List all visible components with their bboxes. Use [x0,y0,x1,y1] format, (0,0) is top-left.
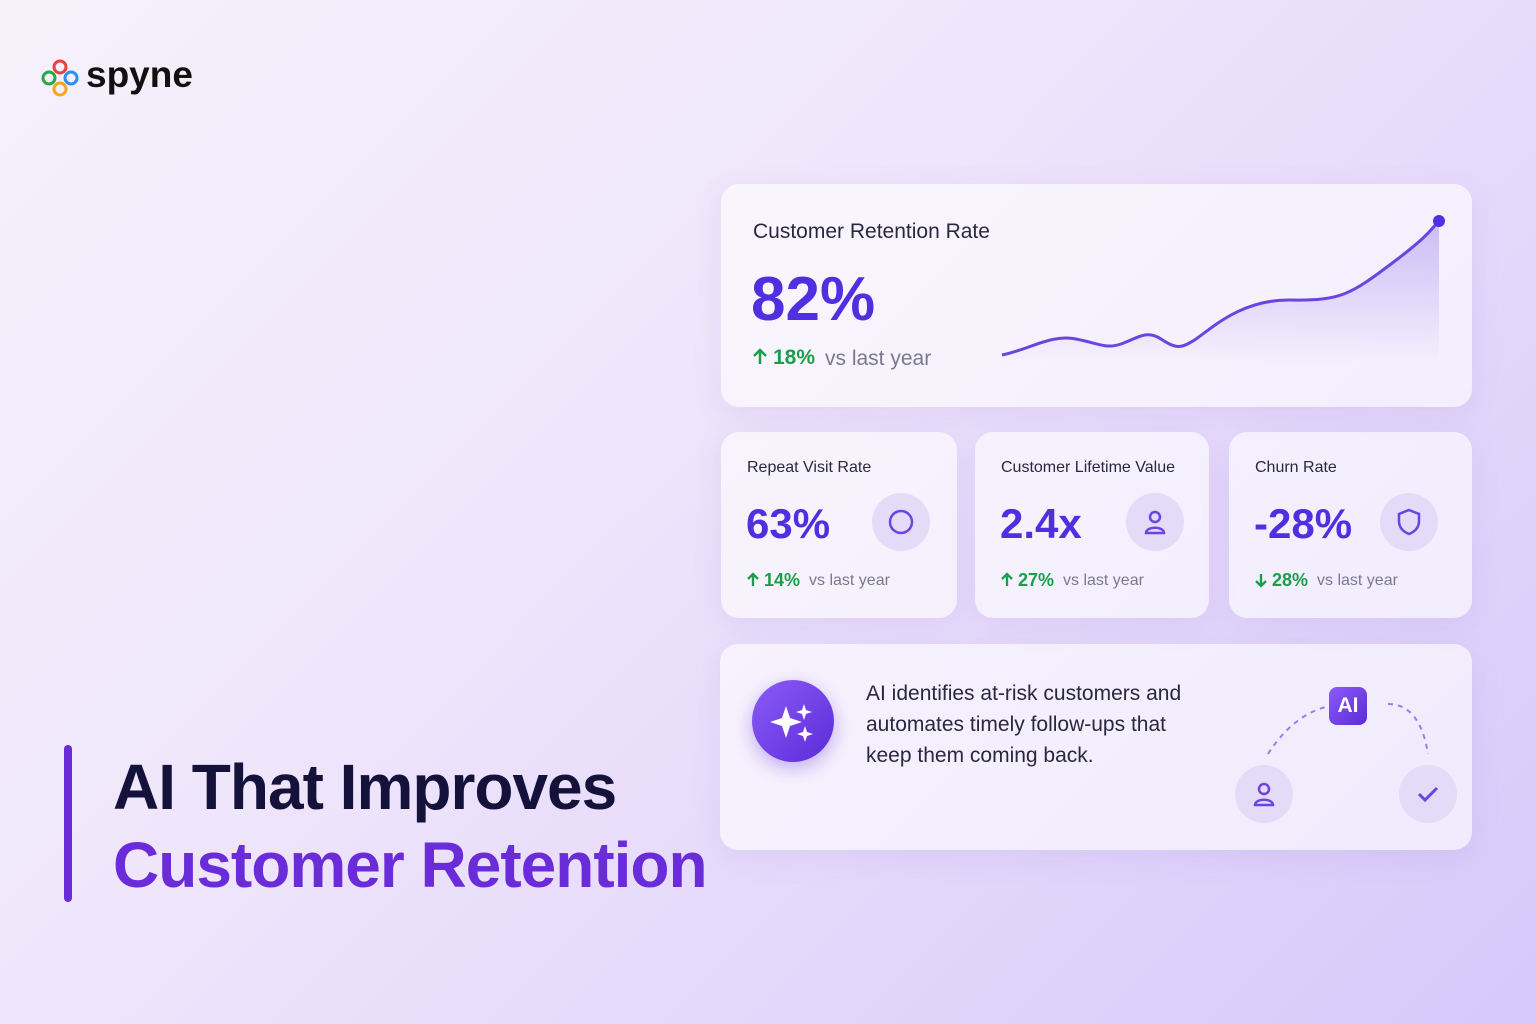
metric-icon [1380,493,1438,551]
metric-card: Repeat Visit Rate 63% 14% vs last year [721,432,957,618]
card-value: 82% [751,265,876,334]
ai-text: automates timely follow-ups that [866,713,1166,736]
arc [1267,703,1429,755]
sparkline-line [1001,219,1441,357]
sparkline-dot [1433,215,1445,227]
logo-icon [41,59,79,97]
metric-title: Churn Rate [1255,459,1337,476]
headline: AI That Improves [113,751,617,823]
metric-title: Customer Lifetime Value [1001,459,1175,476]
metric-icon [1126,493,1184,551]
comparison: vs last year [809,572,890,589]
metric-icon [872,493,930,551]
comparison: vs last year [825,347,932,370]
ai-badge: AI [1329,687,1367,725]
metric-card: Customer Lifetime Value 2.4x 27% vs last ye… [975,432,1209,618]
ai-card: AI identifies at-risk customers and autom… [720,644,1472,850]
metric-value: 2.4x [1000,500,1082,547]
headline: Customer Retention [113,829,708,901]
sparkle-glyph [770,704,813,742]
brand: spyne [86,54,193,95]
retention-card: Customer Retention Rate 82% 18% vs last … [721,184,1472,407]
comparison: vs last year [1063,572,1144,589]
change: 27% [1018,570,1055,590]
change: 14% [764,570,801,590]
ai-text: keep them coming back. [866,744,1094,767]
person-icon [1235,765,1293,823]
down-arrow [1254,572,1268,593]
comparison: vs last year [1317,572,1398,589]
card-title: Customer Retention Rate [753,220,990,243]
metric-value: -28% [1254,500,1353,547]
sparkle-icon [752,680,834,762]
up-arrow [753,348,767,364]
metric-card: Churn Rate -28% 28% vs last year [1229,432,1472,618]
metric-title: Repeat Visit Rate [747,459,872,476]
up-arrow [1000,572,1014,593]
change: 18% [773,346,816,369]
metric-value: 63% [746,500,831,547]
ai-text: AI identifies at-risk customers and [866,682,1182,705]
up-arrow [746,572,760,593]
check-icon [1399,765,1457,823]
sparkline [1001,215,1445,364]
sparkline-area [1002,221,1439,364]
change: 28% [1272,570,1309,590]
accent-bar [64,745,72,902]
